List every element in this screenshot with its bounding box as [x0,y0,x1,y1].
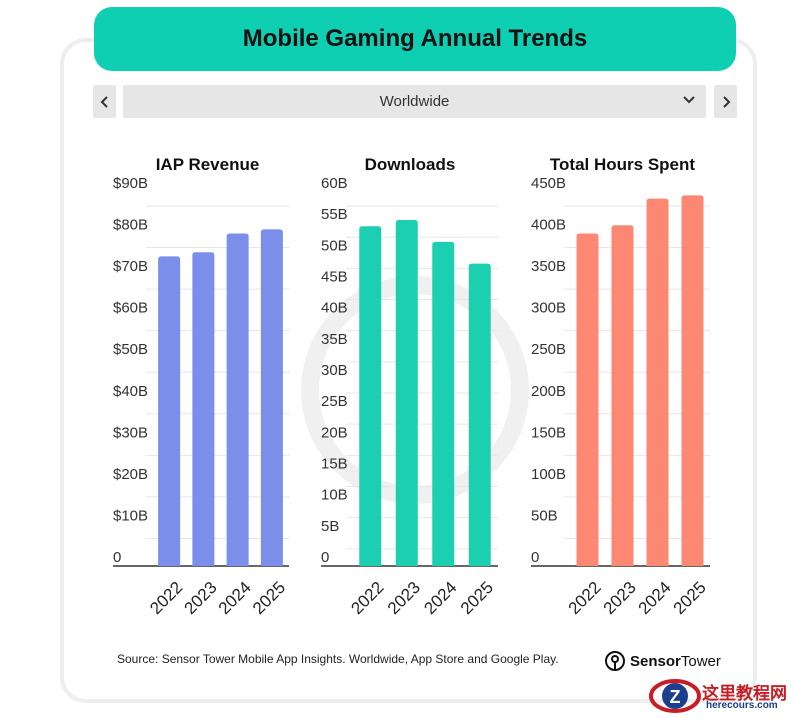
region-select[interactable]: Worldwide [123,85,706,118]
iap-ytick-label: $40B [113,383,148,400]
hours-xtick-label: 2025 [670,578,710,618]
downloads-ytick-label: 5B [321,518,339,535]
downloads-xtick-label: 2023 [384,578,424,618]
watermark-subtext: herecours.com [706,700,778,711]
iap-ytick-label: $60B [113,300,148,317]
hours-ytick-label: 50B [531,507,558,524]
downloads-chart: 0 5B 10B 15B 20B 25B 30B 35B 40B 45B 50B 55B 60B 2022… [321,175,498,618]
hours-chart: 0 50B 100B 150B 200B 250B 300B 350B 400B 450B 2022… [531,175,710,618]
hours-ytick-label: 450B [531,175,566,192]
downloads-xtick-label: 2024 [420,578,460,618]
region-select-value: Worldwide [379,93,450,110]
downloads-ytick-label: 40B [321,300,348,317]
iap-chart: 0 $10B $20B $30B $40B $50B $60B $70B $80B $90B 202… [113,175,289,618]
hours-ytick-label: 150B [531,424,566,441]
downloads-bar-2022 [359,226,382,567]
downloads-bar-2025 [468,263,491,566]
chevron-right-icon [722,95,730,108]
hours-ytick-label: 300B [531,300,566,317]
downloads-ytick-label: 0 [321,549,329,566]
downloads-xtick-label: 2025 [457,578,497,618]
iap-xtick-label: 2022 [146,578,186,618]
downloads-xtick-label: 2022 [347,578,387,618]
iap-ytick-label: $80B [113,217,148,234]
total-hours-title: Total Hours Spent [549,155,696,174]
hours-ytick-label: 0 [531,549,539,566]
hours-ytick-label: 100B [531,466,566,483]
downloads-ytick-label: 15B [321,456,348,473]
iap-revenue-title: IAP Revenue [155,155,260,174]
hours-bar-2023 [611,225,634,566]
iap-ytick-label: $30B [113,424,148,441]
hours-bar-2022 [576,233,599,567]
iap-xtick-label: 2024 [215,578,255,618]
downloads-ytick-label: 45B [321,269,348,286]
sensor-tower-logo: Sensor Tower [604,650,721,672]
source-note: Source: Sensor Tower Mobile App Insights… [117,652,559,666]
page-title: Mobile Gaming Annual Trends [242,25,588,52]
next-region-button[interactable] [714,85,737,118]
downloads-ytick-label: 25B [321,393,348,410]
iap-xtick-label: 2023 [181,578,221,618]
downloads-title: Downloads [364,155,456,174]
iap-bar-2024 [226,233,249,567]
downloads-bar-2023 [395,220,418,567]
hours-bar-2024 [646,198,669,566]
iap-xtick-label: 2025 [249,578,289,618]
hours-xtick-label: 2024 [635,578,675,618]
chevron-left-icon [100,95,108,108]
downloads-ytick-label: 35B [321,331,348,348]
iap-ytick-label: $10B [113,507,148,524]
prev-region-button[interactable] [93,85,116,118]
iap-ytick-label: $90B [113,175,148,192]
iap-bar-2022 [158,256,181,566]
downloads-ytick-label: 10B [321,487,348,504]
downloads-bar-2024 [432,241,455,566]
hours-ytick-label: 400B [531,217,566,234]
downloads-ytick-label: 55B [321,206,348,223]
hours-ytick-label: 250B [531,341,566,358]
iap-ytick-label: $20B [113,466,148,483]
iap-bar-2023 [192,252,215,566]
iap-bar-2025 [260,229,283,566]
downloads-ytick-label: 60B [321,175,348,192]
hours-ytick-label: 200B [531,383,566,400]
svg-text:Z: Z [670,687,681,707]
brand-name-regular: Tower [680,652,721,670]
title-banner: Mobile Gaming Annual Trends [94,7,736,71]
iap-ytick-label: 0 [113,549,121,566]
downloads-ytick-label: 30B [321,362,348,379]
iap-ytick-label: $70B [113,258,148,275]
chevron-down-icon [683,96,695,104]
hours-ytick-label: 350B [531,258,566,275]
downloads-ytick-label: 50B [321,237,348,254]
iap-ytick-label: $50B [113,341,148,358]
hours-bar-2025 [681,195,704,566]
watermark-logo-icon: Z [649,679,701,713]
brand-name-bold: Sensor [630,652,681,670]
sensor-tower-icon [605,651,625,671]
downloads-ytick-label: 20B [321,424,348,441]
hours-xtick-label: 2023 [600,578,640,618]
hours-xtick-label: 2022 [565,578,605,618]
watermark-text: 这里教程网 [702,684,787,704]
